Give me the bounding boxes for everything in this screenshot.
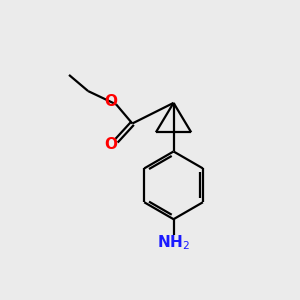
Text: O: O bbox=[104, 94, 117, 109]
Text: O: O bbox=[104, 137, 117, 152]
Text: NH$_2$: NH$_2$ bbox=[157, 233, 190, 252]
